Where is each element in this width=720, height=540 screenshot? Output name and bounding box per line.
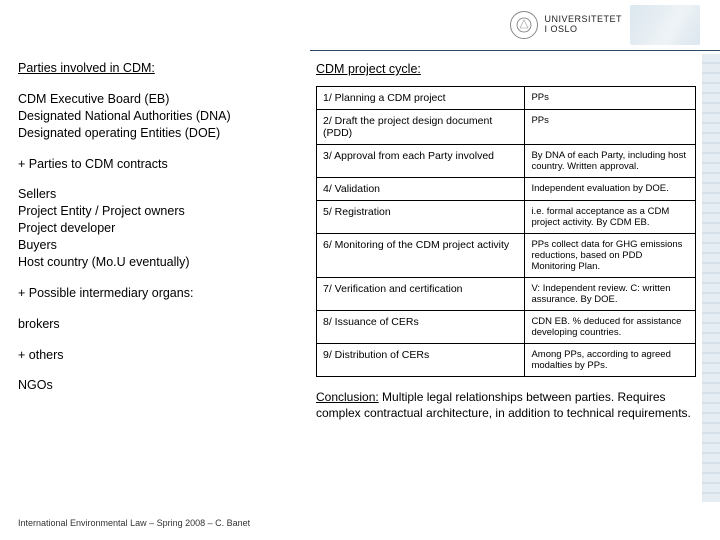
plus-intermediary: + Possible intermediary organs: [18,285,298,302]
right-column: CDM project cycle: 1/ Planning a CDM pro… [316,60,696,421]
party-line: Designated operating Entities (DOE) [18,125,298,142]
contract-parties: Sellers Project Entity / Project owners … [18,186,298,270]
table-row: 3/ Approval from each Party involvedBy D… [317,145,696,178]
step-cell: 7/ Verification and certification [317,278,525,311]
uni-line2: I OSLO [544,25,622,35]
cycle-heading: CDM project cycle: [316,62,421,76]
plus-contracts: + Parties to CDM contracts [18,156,298,173]
table-row: 6/ Monitoring of the CDM project activit… [317,234,696,278]
step-cell: 9/ Distribution of CERs [317,344,525,377]
table-row: 4/ ValidationIndependent evaluation by D… [317,178,696,201]
cycle-table-body: 1/ Planning a CDM projectPPs 2/ Draft th… [317,87,696,377]
table-row: 1/ Planning a CDM projectPPs [317,87,696,110]
seal-icon [510,11,538,39]
desc-cell: By DNA of each Party, including host cou… [525,145,696,178]
party-line: Designated National Authorities (DNA) [18,108,298,125]
right-rail-decoration [702,54,720,502]
step-cell: 4/ Validation [317,178,525,201]
parties-heading: Parties involved in CDM: [18,60,155,77]
party-line: Host country (Mo.U eventually) [18,254,298,271]
desc-cell: Independent evaluation by DOE. [525,178,696,201]
step-cell: 8/ Issuance of CERs [317,311,525,344]
desc-cell: CDN EB. % deduced for assistance develop… [525,311,696,344]
table-row: 7/ Verification and certificationV: Inde… [317,278,696,311]
desc-cell: PPs collect data for GHG emissions reduc… [525,234,696,278]
university-name: UNIVERSITETET I OSLO [544,15,622,35]
party-line: Buyers [18,237,298,254]
desc-cell: V: Independent review. C: written assura… [525,278,696,311]
desc-cell: i.e. formal acceptance as a CDM project … [525,201,696,234]
conclusion-lead: Conclusion: [316,390,379,404]
desc-cell: Among PPs, according to agreed modalties… [525,344,696,377]
header-divider [310,50,720,51]
table-row: 9/ Distribution of CERsAmong PPs, accord… [317,344,696,377]
party-line: Sellers [18,186,298,203]
step-cell: 6/ Monitoring of the CDM project activit… [317,234,525,278]
table-row: 8/ Issuance of CERsCDN EB. % deduced for… [317,311,696,344]
brokers-line: brokers [18,316,298,333]
footer-text: International Environmental Law – Spring… [18,518,250,528]
ngos-line: NGOs [18,377,298,394]
university-logo: UNIVERSITETET I OSLO [510,11,622,39]
institutional-parties: CDM Executive Board (EB) Designated Nati… [18,91,298,142]
header: UNIVERSITETET I OSLO [0,0,720,50]
header-art-icon [630,5,700,45]
desc-cell: PPs [525,87,696,110]
cycle-table: 1/ Planning a CDM projectPPs 2/ Draft th… [316,86,696,377]
left-column: Parties involved in CDM: CDM Executive B… [18,60,298,408]
step-cell: 2/ Draft the project design document (PD… [317,110,525,145]
party-line: Project Entity / Project owners [18,203,298,220]
desc-cell: PPs [525,110,696,145]
conclusion: Conclusion: Multiple legal relationships… [316,389,696,421]
party-line: CDM Executive Board (EB) [18,91,298,108]
plus-others: + others [18,347,298,364]
table-row: 5/ Registrationi.e. formal acceptance as… [317,201,696,234]
step-cell: 3/ Approval from each Party involved [317,145,525,178]
step-cell: 1/ Planning a CDM project [317,87,525,110]
party-line: Project developer [18,220,298,237]
step-cell: 5/ Registration [317,201,525,234]
table-row: 2/ Draft the project design document (PD… [317,110,696,145]
